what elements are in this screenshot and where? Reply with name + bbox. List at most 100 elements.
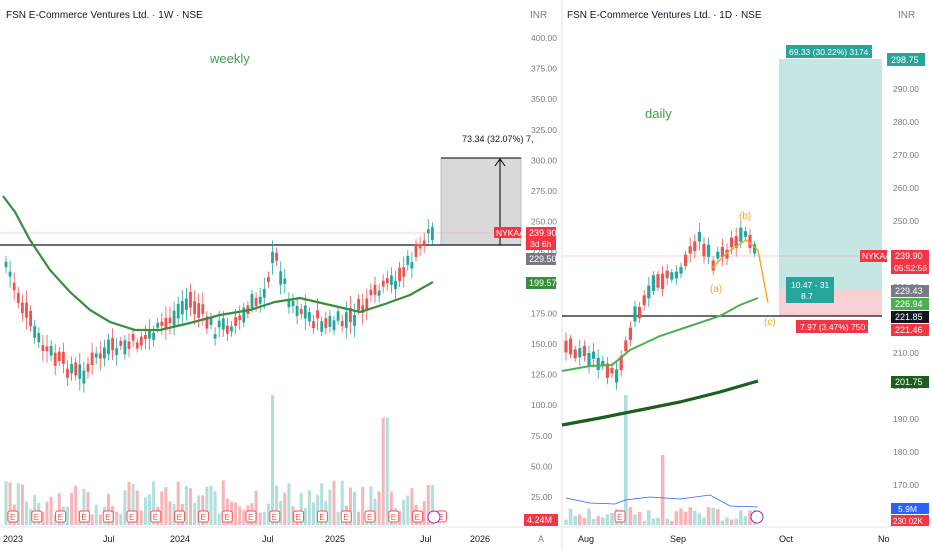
right-candle[interactable] [739, 227, 743, 242]
earnings-marker[interactable] [78, 510, 90, 523]
left-candle[interactable] [234, 317, 237, 326]
left-candle[interactable] [168, 317, 172, 324]
earnings-marker[interactable] [174, 510, 186, 523]
left-candle[interactable] [33, 325, 37, 338]
left-candle[interactable] [90, 352, 94, 366]
left-candle[interactable] [123, 340, 127, 355]
left-candle[interactable] [45, 346, 49, 352]
earnings-marker[interactable] [221, 510, 233, 523]
left-candle[interactable] [308, 312, 311, 322]
left-candle[interactable] [279, 271, 283, 285]
left-candle[interactable] [94, 353, 98, 358]
left-candle[interactable] [213, 334, 217, 339]
left-candle[interactable] [377, 290, 381, 296]
left-candle[interactable] [267, 277, 270, 283]
left-candle[interactable] [414, 243, 418, 257]
right-candle[interactable] [601, 360, 605, 366]
right-candle[interactable] [661, 273, 665, 290]
left-candle[interactable] [70, 363, 73, 374]
left-candle[interactable] [180, 300, 184, 315]
left-candle[interactable] [336, 311, 340, 321]
left-candle[interactable] [250, 294, 254, 309]
left-candle[interactable] [373, 284, 377, 295]
left-candle[interactable] [230, 326, 233, 332]
left-candle[interactable] [271, 252, 274, 264]
right-candle[interactable] [582, 345, 586, 357]
left-candle[interactable] [4, 261, 8, 268]
left-candle[interactable] [41, 345, 45, 352]
right-candle[interactable] [656, 274, 660, 288]
right-candle[interactable] [642, 295, 646, 306]
left-candle[interactable] [226, 325, 229, 334]
dividend-icon[interactable] [427, 510, 441, 524]
left-candle[interactable] [426, 229, 430, 234]
left-candle[interactable] [353, 314, 356, 326]
right-slow-moving-average[interactable] [561, 379, 759, 427]
right-candle[interactable] [684, 254, 688, 267]
left-candle[interactable] [254, 298, 258, 307]
earnings-marker[interactable] [31, 510, 43, 523]
left-candle[interactable] [107, 339, 110, 355]
left-candle[interactable] [299, 309, 303, 315]
left-candle[interactable] [193, 301, 196, 315]
left-candle[interactable] [258, 296, 262, 304]
left-candle[interactable] [172, 310, 176, 326]
left-candle[interactable] [385, 278, 389, 284]
left-candle[interactable] [418, 244, 422, 249]
left-candle[interactable] [131, 333, 135, 341]
left-candle[interactable] [295, 305, 299, 317]
right-candle[interactable] [697, 231, 701, 242]
earnings-marker[interactable] [7, 510, 19, 523]
left-candle[interactable] [238, 315, 242, 321]
left-candle[interactable] [74, 362, 78, 376]
right-candle[interactable] [569, 338, 573, 355]
left-candle[interactable] [21, 302, 24, 314]
right-candle[interactable] [624, 340, 628, 352]
right-candle[interactable] [605, 363, 609, 378]
left-candle[interactable] [209, 317, 213, 325]
left-candle[interactable] [390, 275, 393, 286]
left-candle[interactable] [98, 353, 102, 359]
earnings-marker[interactable] [293, 510, 305, 523]
left-candle[interactable] [66, 368, 69, 378]
right-candle[interactable] [628, 327, 632, 341]
left-candle[interactable] [324, 318, 328, 328]
right-candle[interactable] [725, 249, 729, 259]
dividend-icon[interactable] [750, 510, 764, 524]
left-candle[interactable] [185, 298, 188, 311]
right-candle[interactable] [651, 275, 655, 291]
right-candle[interactable] [674, 271, 678, 279]
left-candle[interactable] [349, 307, 352, 322]
left-candle[interactable] [422, 240, 426, 245]
left-candle[interactable] [361, 305, 365, 313]
left-candle[interactable] [340, 321, 344, 327]
left-candle[interactable] [369, 289, 373, 296]
left-candle[interactable] [152, 332, 155, 340]
left-candle[interactable] [394, 280, 397, 290]
right-candle[interactable] [610, 367, 614, 374]
earnings-marker[interactable] [364, 510, 376, 523]
right-candle[interactable] [730, 237, 734, 248]
right-candle[interactable] [693, 241, 697, 252]
left-candle[interactable] [431, 227, 434, 241]
earnings-marker[interactable] [126, 510, 138, 523]
left-candle[interactable] [283, 278, 287, 285]
left-candle[interactable] [242, 307, 246, 323]
left-candle[interactable] [49, 345, 53, 356]
earnings-marker[interactable] [150, 510, 162, 523]
right-candle[interactable] [665, 270, 669, 279]
right-candle[interactable] [702, 243, 706, 257]
right-candle[interactable] [670, 272, 674, 280]
left-candle[interactable] [291, 300, 295, 307]
left-candle[interactable] [316, 310, 319, 319]
left-candle[interactable] [303, 305, 307, 319]
right-candle[interactable] [707, 244, 711, 257]
left-candle[interactable] [357, 298, 360, 311]
left-candle[interactable] [402, 267, 406, 277]
earnings-marker[interactable] [197, 510, 209, 523]
earnings-marker[interactable] [388, 510, 400, 523]
right-candle[interactable] [596, 357, 600, 370]
earnings-marker[interactable] [412, 510, 424, 523]
left-candle[interactable] [16, 292, 20, 303]
